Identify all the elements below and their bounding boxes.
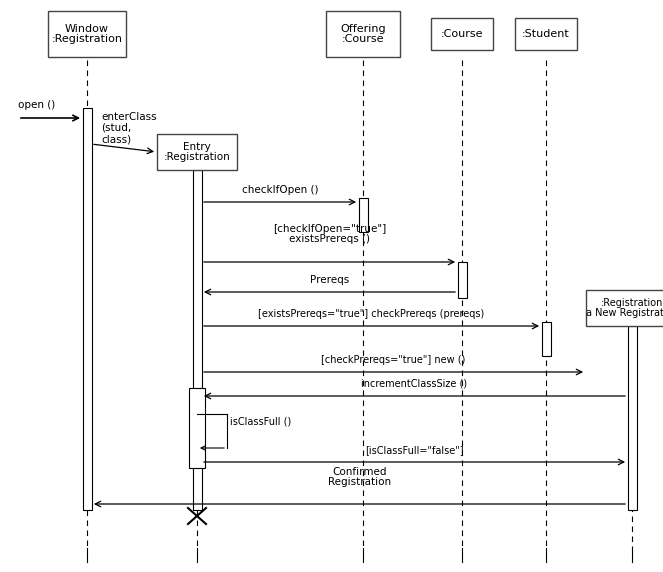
Bar xyxy=(457,262,467,298)
Bar xyxy=(542,322,550,356)
Text: existsPrereqs (): existsPrereqs () xyxy=(289,234,370,244)
Bar xyxy=(586,290,663,326)
Text: a New Registration: a New Registration xyxy=(585,308,663,319)
Text: isClassFull (): isClassFull () xyxy=(230,417,291,427)
Text: checkIfOpen (): checkIfOpen () xyxy=(242,185,318,195)
Text: :Course: :Course xyxy=(441,29,483,39)
Text: :Course: :Course xyxy=(341,34,385,45)
Text: Registration: Registration xyxy=(328,477,391,487)
Text: Entry: Entry xyxy=(183,141,211,152)
Text: :Registration: :Registration xyxy=(601,297,663,308)
Text: Window: Window xyxy=(65,23,109,34)
Bar xyxy=(515,18,577,50)
Text: class): class) xyxy=(101,134,131,144)
Text: :Registration: :Registration xyxy=(164,153,230,162)
Bar xyxy=(189,388,205,468)
Bar xyxy=(48,11,126,57)
Bar xyxy=(82,108,91,510)
Text: Offering: Offering xyxy=(340,23,386,34)
Bar xyxy=(192,170,202,510)
Text: :Student: :Student xyxy=(522,29,570,39)
Bar xyxy=(627,326,636,510)
Text: [checkPrereqs="true"] new (): [checkPrereqs="true"] new () xyxy=(322,355,465,365)
Text: Prereqs: Prereqs xyxy=(310,275,349,285)
Bar xyxy=(431,18,493,50)
Bar xyxy=(157,134,237,170)
Text: enterClass: enterClass xyxy=(101,112,156,122)
Text: open (): open () xyxy=(18,100,55,110)
Text: Confirmed: Confirmed xyxy=(332,467,387,477)
Text: [isClassFull="false"]: [isClassFull="false"] xyxy=(365,445,464,455)
Text: incrementClassSize (): incrementClassSize () xyxy=(361,379,467,389)
Bar xyxy=(359,198,367,232)
Text: [existsPrereqs="true"] checkPrereqs (prereqs): [existsPrereqs="true"] checkPrereqs (pre… xyxy=(259,309,485,319)
Bar xyxy=(326,11,400,57)
Text: [checkIfOpen="true"]: [checkIfOpen="true"] xyxy=(273,224,386,234)
Text: :Registration: :Registration xyxy=(52,34,123,45)
Text: (stud,: (stud, xyxy=(101,123,131,133)
